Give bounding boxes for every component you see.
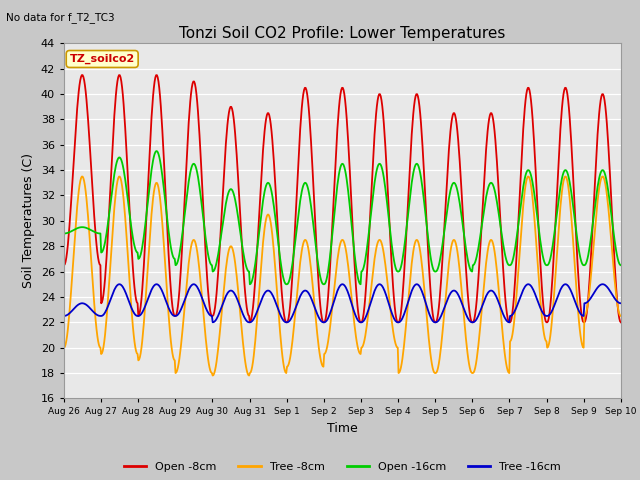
Legend: Open -8cm, Tree -8cm, Open -16cm, Tree -16cm: Open -8cm, Tree -8cm, Open -16cm, Tree -… <box>119 457 566 476</box>
Title: Tonzi Soil CO2 Profile: Lower Temperatures: Tonzi Soil CO2 Profile: Lower Temperatur… <box>179 25 506 41</box>
X-axis label: Time: Time <box>327 422 358 435</box>
Y-axis label: Soil Temperatures (C): Soil Temperatures (C) <box>22 153 35 288</box>
Text: No data for f_T2_TC3: No data for f_T2_TC3 <box>6 12 115 23</box>
Text: TZ_soilco2: TZ_soilco2 <box>70 54 135 64</box>
